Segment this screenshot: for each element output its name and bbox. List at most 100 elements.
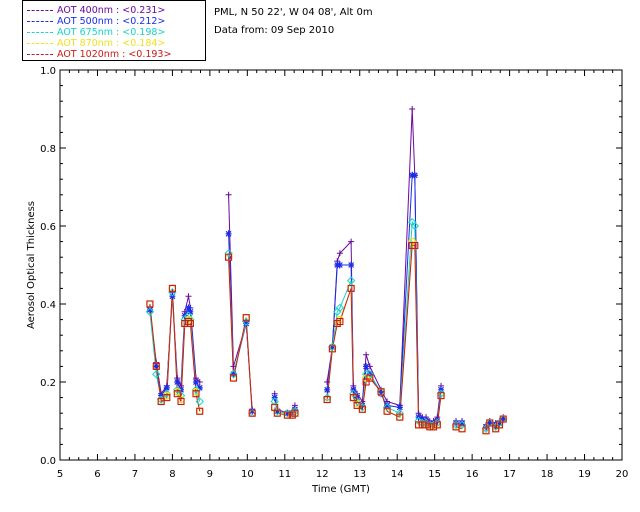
data-point-1020nm <box>184 317 193 326</box>
legend-line-1020nm <box>27 53 53 55</box>
data-point-1020nm <box>396 413 404 421</box>
data-point-500nm <box>174 378 181 386</box>
data-point-500nm <box>378 390 385 398</box>
data-point-675nm <box>195 397 204 406</box>
data-point-1020nm <box>157 397 165 406</box>
data-point-500nm <box>230 370 237 378</box>
data-point-675nm <box>349 389 358 398</box>
data-point-870nm <box>362 374 370 382</box>
data-point-500nm <box>453 419 460 427</box>
data-point-500nm <box>291 405 298 413</box>
data-point-500nm <box>496 419 503 427</box>
data-point-1020nm <box>377 388 385 396</box>
x-tick-label: 15 <box>428 469 441 480</box>
data-point-500nm <box>482 423 489 431</box>
data-point-1020nm <box>437 392 445 400</box>
y-tick-label: 0.6 <box>40 222 56 233</box>
legend-item-500nm: AOT 500nm : <0.212> <box>27 15 165 27</box>
data-point-500nm <box>187 308 194 316</box>
data-point-500nm <box>359 401 366 409</box>
axes: 5 6 7 8 9 10 11 12 13 14 15 16 17 18 19 20 0.0 0.2 0.4 0.6 0… <box>40 66 628 480</box>
data-point-1020nm <box>492 425 500 433</box>
data-point-1020nm <box>495 421 504 429</box>
data-point-1020nm <box>229 374 238 382</box>
y-tick-label: 0.8 <box>40 144 56 155</box>
legend-label-675nm: AOT 675nm : <0.198> <box>57 26 166 38</box>
legend-item-675nm: AOT 675nm : <0.198> <box>27 26 165 38</box>
data-point-500nm <box>324 386 331 394</box>
y-tick-label: 0.2 <box>40 378 56 389</box>
x-tick-label: 11 <box>278 469 291 480</box>
data-point-1020nm <box>323 395 331 404</box>
legend-label-500nm: AOT 500nm : <0.212> <box>57 15 166 27</box>
data-point-675nm <box>395 408 405 418</box>
x-tick-label: 6 <box>94 469 100 480</box>
data-point-400nm <box>336 250 343 257</box>
data-point-1020nm <box>415 421 423 429</box>
data-point-1020nm <box>411 241 419 250</box>
data-point-500nm <box>193 378 200 386</box>
data-point-1020nm <box>328 345 336 353</box>
series-layer <box>145 106 508 435</box>
x-tick-label: 20 <box>616 469 629 480</box>
data-point-400nm <box>324 379 331 385</box>
legend-label-870nm: AOT 870nm : <0.184> <box>57 37 166 49</box>
data-point-500nm <box>146 306 153 314</box>
data-point-500nm <box>348 261 355 269</box>
series-line-500nm <box>326 174 442 424</box>
data-point-1020nm <box>173 390 181 398</box>
data-point-675nm <box>457 420 467 430</box>
x-tick-label: 5 <box>57 469 63 480</box>
x-tick-label: 9 <box>207 469 213 480</box>
x-tick-label: 12 <box>316 469 329 480</box>
data-point-500nm <box>185 304 192 312</box>
data-point-500nm <box>423 417 430 425</box>
data-point-1020nm <box>353 401 361 409</box>
data-point-500nm <box>459 419 466 427</box>
data-point-1020nm <box>429 423 438 431</box>
x-tick-label: 16 <box>466 469 479 480</box>
data-point-500nm <box>243 320 250 327</box>
x-tick-label: 10 <box>241 469 254 480</box>
data-point-500nm <box>249 407 256 415</box>
data-point-1020nm <box>163 394 171 402</box>
data-point-1020nm <box>458 425 466 433</box>
x-tick-label: 17 <box>503 469 516 480</box>
data-point-500nm <box>336 261 343 269</box>
data-point-675nm <box>152 369 161 379</box>
data-point-400nm <box>225 191 232 198</box>
data-point-1020nm <box>152 362 160 370</box>
data-point-675nm <box>382 403 392 412</box>
legend-label-1020nm: AOT 1020nm : <0.193> <box>57 48 172 60</box>
series-line-1020nm <box>326 245 442 428</box>
data-point-500nm <box>153 362 160 370</box>
data-point-1020nm <box>186 319 194 328</box>
data-point-1020nm <box>349 394 357 402</box>
series-line-1020nm <box>228 257 253 414</box>
x-tick-label: 13 <box>353 469 366 480</box>
data-point-500nm <box>500 415 507 423</box>
y-axis-label: Aerosol Optical Thickness <box>26 201 37 329</box>
data-point-400nm <box>363 351 370 358</box>
data-point-1020nm <box>336 317 344 326</box>
data-point-675nm <box>224 249 233 258</box>
data-point-500nm <box>396 403 403 411</box>
data-point-1020nm <box>499 415 507 423</box>
data-point-500nm <box>384 401 391 409</box>
data-point-500nm <box>163 384 170 392</box>
data-point-500nm <box>329 343 336 351</box>
data-point-1020nm <box>192 390 200 398</box>
x-tick-label: 19 <box>578 469 591 480</box>
data-point-675nm <box>191 385 201 395</box>
data-point-675nm <box>346 276 356 285</box>
y-tick-label: 1.0 <box>40 66 56 77</box>
x-tick-label: 14 <box>391 469 404 480</box>
data-point-1020nm <box>482 427 490 435</box>
data-point-1020nm <box>426 423 434 431</box>
data-point-1020nm <box>366 374 374 382</box>
data-point-1020nm <box>347 284 355 292</box>
data-point-500nm <box>284 409 291 417</box>
legend-line-870nm <box>27 42 53 44</box>
data-point-675nm <box>229 369 238 379</box>
data-point-500nm <box>196 384 203 392</box>
